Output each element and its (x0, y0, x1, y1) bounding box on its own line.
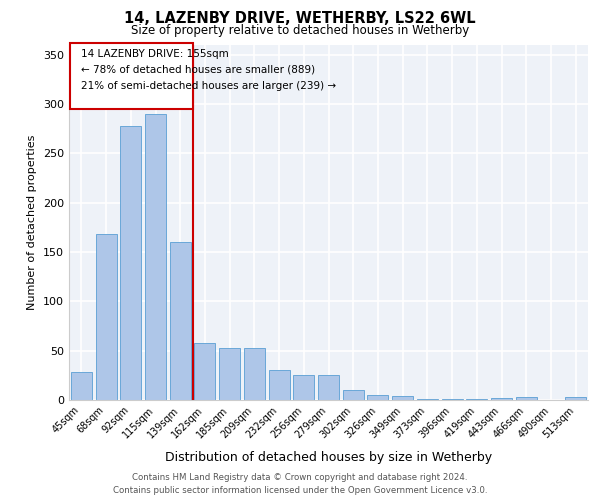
Bar (219, 348, 240, 400)
Bar (367, 395, 388, 400)
Text: 14, LAZENBY DRIVE, WETHERBY, LS22 6WL: 14, LAZENBY DRIVE, WETHERBY, LS22 6WL (124, 11, 476, 26)
Text: ← 78% of detached houses are smaller (889): ← 78% of detached houses are smaller (88… (82, 64, 316, 74)
Bar (170, 242, 191, 400)
Bar (516, 397, 537, 400)
Bar (244, 348, 265, 400)
Bar (565, 397, 586, 400)
Bar (71, 372, 92, 400)
Bar (120, 126, 141, 400)
Text: 21% of semi-detached houses are larger (239) →: 21% of semi-detached houses are larger (… (82, 82, 337, 92)
Y-axis label: Number of detached properties: Number of detached properties (28, 135, 37, 310)
Bar (145, 114, 166, 400)
X-axis label: Distribution of detached houses by size in Wetherby: Distribution of detached houses by size … (165, 451, 492, 464)
Bar (293, 376, 314, 400)
Bar (318, 376, 339, 400)
Bar (95, 234, 116, 400)
Bar (343, 390, 364, 400)
Bar (392, 396, 413, 400)
Bar (269, 370, 290, 400)
Bar (417, 399, 438, 400)
Bar (491, 398, 512, 400)
Bar (442, 399, 463, 400)
Text: Contains HM Land Registry data © Crown copyright and database right 2024.
Contai: Contains HM Land Registry data © Crown c… (113, 473, 487, 495)
FancyBboxPatch shape (70, 43, 193, 109)
Text: Size of property relative to detached houses in Wetherby: Size of property relative to detached ho… (131, 24, 469, 37)
Bar (466, 399, 487, 400)
Text: 14 LAZENBY DRIVE: 155sqm: 14 LAZENBY DRIVE: 155sqm (82, 49, 229, 59)
Bar (194, 343, 215, 400)
